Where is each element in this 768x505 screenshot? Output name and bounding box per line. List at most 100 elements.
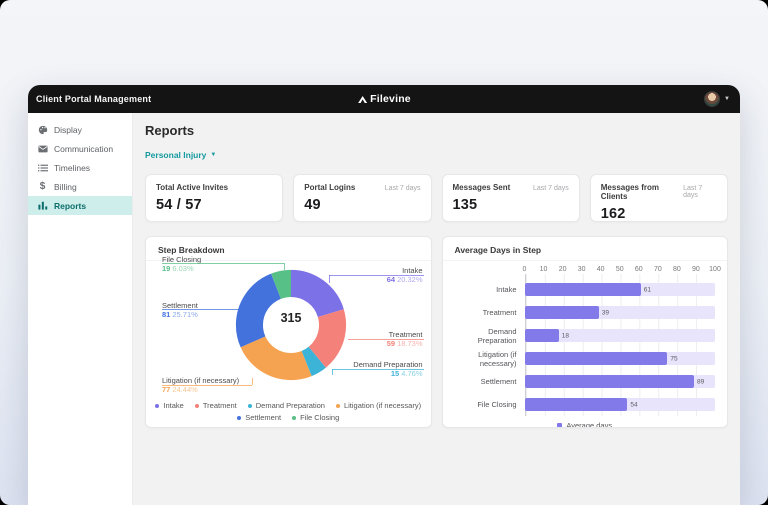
step-breakdown-title: Step Breakdown (146, 237, 431, 261)
callout-leader-line (332, 369, 333, 375)
bar-chart-icon (37, 201, 48, 210)
sidebar-item-display[interactable]: Display (28, 120, 132, 139)
stat-card-header: Messages from Clients Last 7 days (601, 183, 717, 201)
stat-cards-row: Total Active Invites 54 / 57 Portal Logins… (145, 174, 728, 222)
donut-callout-demand-preparation: Demand Preparation 15 4.76% (353, 360, 422, 378)
bar-category-label: Litigation (if necessary) (478, 349, 517, 368)
callout-value: 64 20.32% (386, 275, 423, 284)
legend-dot-icon (247, 403, 252, 408)
sidebar: Display Communication Timelines $ Billing Rep… (28, 113, 133, 505)
sidebar-item-reports[interactable]: Reports (28, 196, 132, 215)
bar-fill (524, 283, 641, 296)
stat-card: Total Active Invites 54 / 57 (145, 174, 284, 222)
sidebar-item-label: Billing (54, 181, 77, 192)
bar-row-intake: Intake 61 (455, 278, 715, 301)
bar-row-treatment: Treatment 39 (455, 301, 715, 324)
legend-item-average-days: Average days (557, 421, 612, 427)
project-filter-dropdown[interactable]: Personal Injury ▼ (145, 150, 216, 160)
bar-x-axis: 0 10 20 30 40 50 60 70 80 90 100 (522, 266, 721, 275)
legend-label: Treatment (202, 401, 237, 410)
bar-row-litigation-if-necessary-: Litigation (if necessary) 75 (455, 347, 715, 370)
callout-leader-line (348, 339, 424, 340)
user-menu-caret-icon[interactable]: ▼ (724, 96, 730, 102)
legend-label: Demand Preparation (255, 401, 325, 410)
bar-row-file-closing: File Closing 54 (455, 393, 715, 416)
callout-label: Settlement (162, 301, 198, 310)
bar-value-label: 61 (643, 286, 651, 293)
x-axis-tick: 0 (522, 266, 527, 273)
legend-label: File Closing (300, 413, 340, 422)
donut-callout-litigation-if-necessary-: Litigation (if necessary) 77 24.44% (162, 376, 239, 394)
callout-leader-line (162, 263, 284, 264)
legend-dot-icon (292, 415, 297, 420)
bar-rows: Intake 61 Treatment 39 Demand Preparation 18 L… (455, 274, 715, 416)
stat-card-value: 162 (600, 206, 626, 222)
stat-card-value: 135 (452, 197, 478, 213)
user-menu[interactable]: ▼ (704, 85, 730, 113)
sidebar-item-label: Timelines (54, 162, 91, 173)
x-axis-tick: 30 (577, 266, 586, 273)
x-axis-tick: 10 (539, 266, 548, 273)
legend-item-treatment: Treatment (194, 401, 237, 410)
donut-callout-file-closing: File Closing 19 6.03% (162, 255, 201, 273)
step-breakdown-card: Step Breakdown 315 Intake Treatment Demand… (145, 236, 432, 428)
stat-card-value: 49 (304, 197, 321, 213)
callout-label: Litigation (if necessary) (162, 376, 240, 385)
bar-gridlines (524, 274, 715, 416)
sidebar-item-billing[interactable]: $ Billing (28, 177, 132, 196)
bar-fill (524, 398, 628, 411)
stat-card-value: 54 / 57 (156, 197, 202, 213)
stat-card: Portal Logins Last 7 days 49 (293, 174, 432, 222)
bar-legend: Average days (455, 421, 716, 427)
donut-svg (235, 269, 347, 381)
stat-card-title: Messages from Clients (600, 183, 659, 201)
bar-value-label: 39 (601, 309, 610, 316)
legend-square-icon (557, 423, 563, 427)
average-days-card: Average Days in Step 0 10 20 30 40 50 60 70 80 90… (441, 236, 728, 428)
bar-value-label: 18 (561, 332, 570, 339)
legend-item-settlement: Settlement (237, 413, 281, 422)
palette-icon (37, 125, 48, 135)
bar-category-label: Treatment (482, 308, 517, 317)
legend-dot-icon (194, 403, 199, 408)
donut-total: 315 (280, 311, 302, 325)
legend-dot-icon (335, 403, 340, 408)
sidebar-item-timelines[interactable]: Timelines (28, 158, 132, 177)
bar-value-label: 89 (697, 378, 705, 385)
callout-value: 77 24.44% (162, 385, 198, 394)
stat-card: Messages from Clients Last 7 days 162 (589, 174, 728, 222)
donut-segment-treatment (235, 269, 347, 381)
donut-segment-settlement (235, 269, 347, 381)
filevine-logo: Filevine (357, 85, 411, 113)
donut-callout-intake: Intake 64 20.32% (387, 266, 423, 284)
callout-label: Treatment (388, 330, 423, 339)
user-avatar[interactable] (704, 91, 721, 107)
x-axis-tick: 80 (672, 266, 681, 273)
stat-card-title: Messages Sent (452, 183, 511, 192)
window-title: Client Portal Management (36, 94, 152, 104)
x-axis-tick: 50 (615, 266, 624, 273)
bar-track: 18 (524, 329, 715, 342)
bar-category-label: Settlement (480, 377, 517, 386)
project-filter-label[interactable]: Personal Injury (145, 150, 207, 160)
stat-card-period: Last 7 days (384, 185, 421, 192)
average-days-title: Average Days in Step (442, 237, 727, 261)
sidebar-item-label: Display (54, 124, 82, 135)
x-axis-tick: 90 (692, 266, 700, 273)
callout-label: Intake (402, 266, 423, 275)
callout-leader-line (162, 385, 252, 386)
legend-dot-icon (237, 415, 242, 420)
stat-card-period: Last 7 days (683, 185, 703, 199)
callout-label: File Closing (162, 255, 202, 264)
page-title: Reports (145, 123, 195, 138)
sidebar-item-communication[interactable]: Communication (28, 139, 132, 158)
dollar-icon: $ (39, 180, 46, 192)
chevron-down-icon[interactable]: ▼ (210, 152, 217, 158)
stat-card-title: Total Active Invites (156, 183, 229, 192)
bar-row-settlement: Settlement 89 (455, 370, 715, 393)
callout-value: 19 6.03% (162, 264, 194, 273)
legend-row: Intake Treatment Demand Preparation Litigat… (155, 401, 421, 410)
bar-value-label: 75 (670, 355, 678, 362)
main-content: Reports Personal Injury ▼ Total Active I… (133, 113, 740, 505)
bar-track: 89 (524, 375, 715, 388)
